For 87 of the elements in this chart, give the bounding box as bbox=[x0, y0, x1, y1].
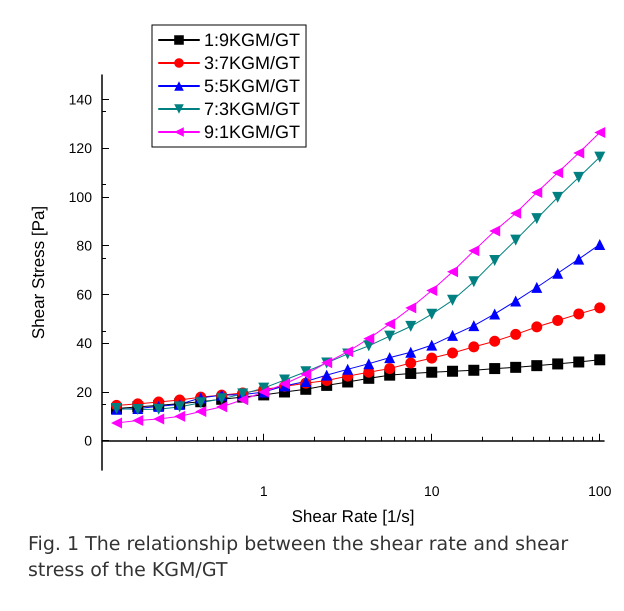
point bbox=[573, 254, 584, 265]
point bbox=[447, 347, 458, 358]
point bbox=[531, 321, 542, 332]
point bbox=[405, 357, 416, 368]
x-axis-title: Shear Rate [1/s] bbox=[292, 507, 414, 526]
point bbox=[300, 368, 312, 380]
x-tick-label: 10 bbox=[424, 483, 440, 499]
point bbox=[489, 308, 500, 320]
point bbox=[468, 276, 480, 288]
point bbox=[510, 296, 522, 307]
point bbox=[489, 255, 500, 266]
point bbox=[447, 294, 458, 306]
point bbox=[510, 208, 522, 219]
point bbox=[510, 362, 522, 373]
caption: Fig. 1 The relationship between the shear rate and shear stress of the KGM/GT bbox=[28, 532, 570, 583]
point bbox=[573, 172, 584, 183]
point bbox=[447, 330, 458, 341]
point bbox=[384, 363, 396, 374]
point bbox=[573, 308, 584, 320]
x-tick-label: 1 bbox=[260, 483, 268, 499]
point bbox=[426, 366, 438, 378]
legend-label: 5:5KGM/GT bbox=[204, 76, 300, 96]
point bbox=[384, 318, 396, 330]
point bbox=[468, 320, 480, 332]
x-tick-label: 100 bbox=[588, 483, 612, 499]
point bbox=[174, 401, 186, 412]
point bbox=[594, 354, 606, 366]
point bbox=[153, 414, 164, 425]
point bbox=[405, 346, 416, 358]
point bbox=[468, 364, 480, 376]
point bbox=[552, 167, 564, 178]
point bbox=[489, 363, 500, 374]
point bbox=[132, 415, 144, 426]
point bbox=[384, 330, 396, 342]
point bbox=[405, 302, 416, 314]
point bbox=[426, 352, 438, 364]
point bbox=[552, 192, 564, 203]
point bbox=[447, 366, 458, 377]
point bbox=[342, 364, 354, 375]
y-tick-label: 80 bbox=[76, 238, 92, 254]
legend-label: 9:1KGM/GT bbox=[204, 122, 300, 142]
point bbox=[489, 226, 500, 237]
point bbox=[594, 302, 606, 314]
point bbox=[384, 352, 396, 364]
legend-label: 1:9KGM/GT bbox=[204, 30, 300, 50]
point bbox=[363, 358, 374, 370]
point bbox=[153, 404, 164, 415]
point bbox=[216, 401, 228, 412]
point bbox=[531, 282, 542, 293]
legend-label: 7:3KGM/GT bbox=[204, 99, 300, 119]
point bbox=[195, 406, 206, 417]
point bbox=[468, 341, 480, 352]
y-tick-label: 140 bbox=[68, 91, 92, 108]
point bbox=[405, 320, 416, 332]
point bbox=[468, 245, 480, 256]
y-axis-title: Shear Stress [Pa] bbox=[29, 206, 48, 340]
point bbox=[447, 266, 458, 278]
point bbox=[510, 234, 522, 246]
point bbox=[405, 368, 416, 379]
point bbox=[237, 394, 248, 406]
point bbox=[321, 370, 332, 381]
point bbox=[111, 417, 122, 428]
point bbox=[531, 360, 542, 372]
y-tick-label: 40 bbox=[76, 335, 92, 352]
point bbox=[594, 152, 606, 163]
point bbox=[552, 315, 564, 326]
point bbox=[531, 213, 542, 224]
y-tick-label: 0 bbox=[84, 432, 92, 449]
point bbox=[426, 308, 438, 320]
point bbox=[426, 340, 438, 351]
point bbox=[489, 336, 500, 347]
point bbox=[573, 356, 584, 368]
point bbox=[510, 328, 522, 340]
y-tick-label: 20 bbox=[76, 384, 92, 400]
point bbox=[174, 410, 186, 422]
point bbox=[426, 285, 438, 296]
y-tick-label: 60 bbox=[76, 286, 92, 302]
point bbox=[552, 358, 564, 370]
legend-label: 3:7KGM/GT bbox=[204, 53, 300, 73]
point bbox=[363, 333, 374, 344]
point bbox=[594, 127, 606, 138]
point bbox=[573, 148, 584, 159]
y-tick-label: 120 bbox=[68, 140, 92, 156]
point bbox=[594, 238, 606, 250]
y-tick-label: 100 bbox=[68, 188, 92, 205]
point bbox=[531, 187, 542, 198]
point bbox=[552, 268, 564, 279]
